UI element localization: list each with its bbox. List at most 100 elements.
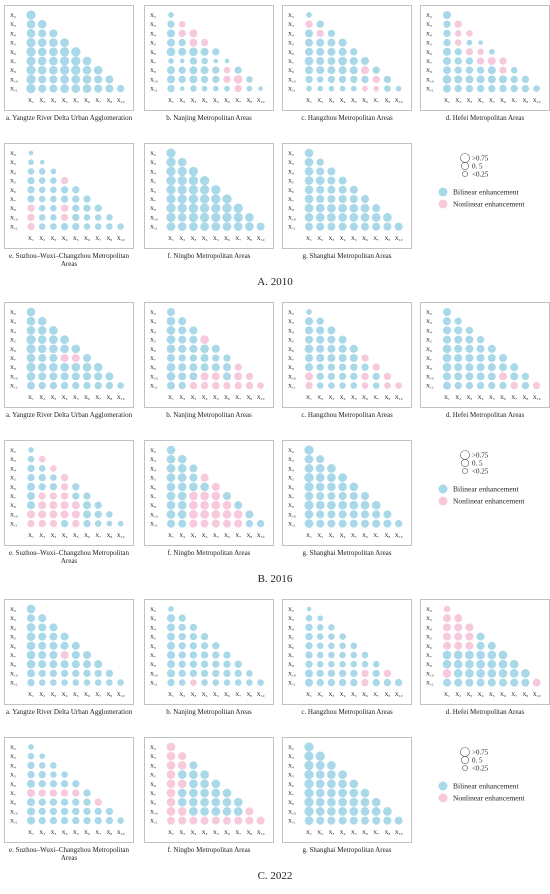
row-label: X₁₀ <box>150 77 158 83</box>
interaction-bubble <box>60 362 69 372</box>
interaction-bubble <box>454 39 462 46</box>
row-label: X₆ <box>426 347 432 353</box>
interaction-bubble <box>26 788 36 798</box>
panel-caption: c. Hangzhou Metropolitan Areas <box>301 411 393 419</box>
interaction-bubble <box>49 84 58 93</box>
interaction-bubble <box>189 473 198 482</box>
interaction-bubble <box>166 751 176 761</box>
interaction-bubble <box>167 20 175 28</box>
interaction-bubble <box>222 519 232 528</box>
interaction-bubble <box>189 788 198 798</box>
interaction-bubble <box>304 317 314 326</box>
interaction-bubble <box>94 381 102 390</box>
interaction-bubble <box>178 651 186 659</box>
row-label: X₁₀ <box>150 374 158 380</box>
row-label: X₁₀ <box>150 215 158 221</box>
interaction-bubble <box>178 623 186 632</box>
panel-frame <box>282 302 412 408</box>
col-label: X₁₀ <box>257 830 265 836</box>
interaction-bubble <box>223 660 231 668</box>
interaction-bubble <box>166 807 176 816</box>
interaction-bubble <box>304 326 314 335</box>
interaction-bubble <box>60 176 69 185</box>
interaction-bubble <box>49 65 58 75</box>
interaction-bubble <box>26 641 36 651</box>
interaction-bubble <box>454 372 463 381</box>
interaction-bubble <box>166 454 176 464</box>
interaction-bubble <box>177 203 187 213</box>
interaction-bubble <box>189 464 198 473</box>
interaction-bubble <box>488 84 496 93</box>
interaction-bubble <box>189 381 198 390</box>
interaction-bubble <box>465 632 474 641</box>
interaction-bubble <box>60 669 69 678</box>
row-label: X₂ <box>10 151 16 157</box>
interaction-bubble <box>533 85 540 92</box>
interaction-bubble <box>360 788 370 798</box>
interaction-bubble <box>189 491 198 501</box>
interaction-bubble <box>442 75 452 84</box>
interaction-bubble <box>105 816 114 825</box>
row-label: X₃ <box>288 22 294 28</box>
interaction-bubble <box>177 175 187 186</box>
interaction-bubble <box>476 66 485 74</box>
interaction-bubble <box>383 519 392 528</box>
panel-caption: a. Yangtze River Delta Urban Agglomerati… <box>5 708 133 716</box>
interaction-bubble <box>478 40 483 45</box>
row-label: X₇ <box>288 197 294 203</box>
interaction-bubble <box>83 807 91 816</box>
interaction-bubble <box>361 382 369 389</box>
row-label: X₁₁ <box>10 681 18 687</box>
col-label: X₈ <box>384 395 390 401</box>
interaction-bubble <box>454 641 463 650</box>
row-label: X₅ <box>10 179 16 185</box>
row-label: X₈ <box>288 68 294 74</box>
interaction-bubble <box>350 85 357 92</box>
interaction-bubble <box>38 372 47 381</box>
interaction-bubble <box>316 185 325 194</box>
interaction-bubble <box>327 510 336 519</box>
interaction-bubble <box>71 353 80 363</box>
interaction-bubble <box>327 500 336 510</box>
row-label: X₄ <box>10 31 16 37</box>
row-label: X₁₀ <box>10 809 18 815</box>
interaction-bubble <box>521 84 530 93</box>
interaction-bubble <box>316 455 325 464</box>
col-label: X₆ <box>224 830 230 836</box>
col-label: X₁ <box>168 236 174 242</box>
interaction-bubble <box>94 679 102 686</box>
interaction-bubble <box>212 85 219 92</box>
interaction-bubble <box>38 204 46 212</box>
interaction-bubble <box>60 501 69 510</box>
interaction-bubble <box>49 335 58 344</box>
interaction-bubble <box>178 614 186 622</box>
interaction-bubble <box>27 519 35 528</box>
row-label: X₄ <box>10 466 16 472</box>
interaction-bubble <box>316 363 324 371</box>
interaction-bubble <box>72 669 80 678</box>
interaction-bubble <box>71 641 80 650</box>
interaction-bubble <box>454 57 462 65</box>
interaction-bubble <box>166 47 176 57</box>
interaction-bubble <box>177 482 187 492</box>
interaction-bubble <box>316 335 325 344</box>
row-label: X₁₀ <box>288 374 296 380</box>
row-label: X₈ <box>426 68 432 74</box>
interaction-bubble <box>166 788 176 798</box>
interaction-bubble <box>327 816 336 825</box>
col-label: X₃ <box>190 395 196 401</box>
interaction-bubble <box>201 85 208 92</box>
interaction-bubble <box>487 372 496 381</box>
col-label: X₈ <box>106 830 112 836</box>
interaction-bubble <box>361 651 369 659</box>
interaction-bubble <box>177 464 187 473</box>
row-label: X₇ <box>150 494 156 500</box>
interaction-bubble <box>49 650 58 660</box>
interaction-bubble <box>454 632 463 641</box>
row-label: X₂ <box>288 448 294 454</box>
interaction-bubble <box>521 678 530 687</box>
interaction-bubble <box>316 76 324 83</box>
row-label: X₆ <box>150 485 156 491</box>
interaction-bubble <box>200 344 209 354</box>
interaction-bubble <box>304 519 314 528</box>
